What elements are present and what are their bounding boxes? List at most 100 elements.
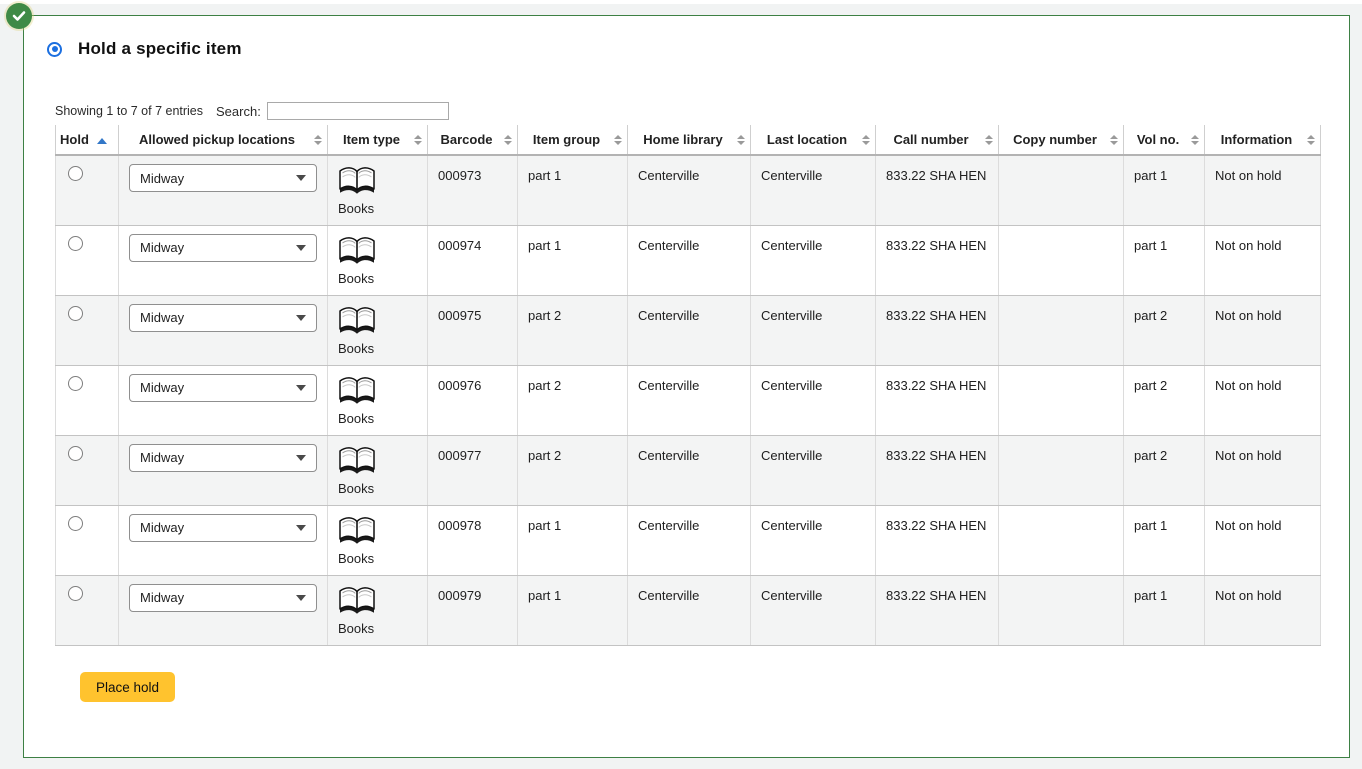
pickup-location-select[interactable]: Midway (129, 303, 317, 332)
call-number-cell: 833.22 SHA HEN (875, 295, 999, 366)
table-row: Midway Books 000974 part 1 Centerville Center… (55, 225, 1321, 296)
search-input[interactable] (266, 102, 449, 120)
chevron-down-icon (286, 305, 316, 331)
hold-cell (55, 365, 119, 436)
call-number-cell: 833.22 SHA HEN (875, 225, 999, 296)
column-label: Allowed pickup locations (138, 132, 296, 147)
last-location-cell: Centerville (750, 575, 876, 646)
pickup-location-select[interactable]: Midway (129, 164, 317, 192)
sort-both-icon (614, 134, 622, 145)
hold-item-radio[interactable] (68, 515, 83, 531)
hold-item-radio[interactable] (68, 445, 83, 461)
open-book-icon (338, 444, 417, 478)
table-row: Midway Books 000976 part 2 Centerville Center… (55, 365, 1321, 436)
last-location-cell: Centerville (750, 295, 876, 366)
sort-both-icon (1307, 134, 1315, 145)
pickup-location-value: Midway (140, 450, 185, 465)
page-top-strip (0, 0, 1362, 4)
place-hold-button[interactable]: Place hold (80, 672, 176, 702)
copy-number-cell (998, 365, 1124, 436)
table-header-row: Hold Allowed pickup locations Item type Bar… (55, 125, 1321, 156)
chevron-down-icon (286, 165, 316, 191)
item-type-label: Books (338, 480, 375, 496)
item-type-label: Books (338, 550, 375, 566)
column-label: Last location (766, 132, 848, 147)
pickup-location-select[interactable]: Midway (129, 373, 317, 402)
home-library-cell: Centerville (627, 155, 751, 226)
column-label: Barcode (440, 132, 493, 147)
information-cell: Not on hold (1204, 435, 1321, 506)
chevron-down-icon (286, 445, 316, 471)
page-title: Hold a specific item (78, 39, 242, 58)
column-header-barcode[interactable]: Barcode (427, 125, 518, 156)
column-header-callnumber[interactable]: Call number (875, 125, 999, 156)
pickup-location-cell: Midway (118, 435, 328, 506)
column-header-information[interactable]: Information (1204, 125, 1321, 156)
home-library-cell: Centerville (627, 225, 751, 296)
home-library-cell: Centerville (627, 435, 751, 506)
item-type-label: Books (338, 270, 375, 286)
hold-cell (55, 505, 119, 576)
information-cell: Not on hold (1204, 225, 1321, 296)
sort-both-icon (504, 134, 512, 145)
hold-item-radio[interactable] (68, 166, 83, 181)
column-label: Item group (532, 132, 601, 147)
hold-panel: Hold a specific item Showing 1 to 7 of 7… (23, 15, 1350, 758)
vol-no-cell: part 2 (1123, 435, 1205, 506)
column-header-volno[interactable]: Vol no. (1123, 125, 1205, 156)
item-type-cell: Books (327, 505, 428, 576)
hold-item-radio[interactable] (68, 305, 83, 321)
pickup-location-select[interactable]: Midway (129, 513, 317, 542)
item-group-cell: part 1 (517, 505, 628, 576)
pickup-location-select[interactable]: Midway (129, 443, 317, 472)
hold-specific-item-radio[interactable] (47, 41, 62, 57)
copy-number-cell (998, 225, 1124, 296)
copy-number-cell (998, 435, 1124, 506)
column-header-itemtype[interactable]: Item type (327, 125, 428, 156)
item-type-label: Books (338, 410, 375, 426)
sort-ascending-icon (96, 137, 107, 144)
item-type-label: Books (338, 201, 375, 216)
hold-cell (55, 435, 119, 506)
column-header-pickup[interactable]: Allowed pickup locations (118, 125, 328, 156)
column-header-copynumber[interactable]: Copy number (998, 125, 1124, 156)
item-group-cell: part 2 (517, 435, 628, 506)
pickup-location-select[interactable]: Midway (129, 233, 317, 262)
pickup-location-value: Midway (140, 380, 185, 395)
item-type-cell: Books (327, 435, 428, 506)
chevron-down-icon (286, 235, 316, 261)
pickup-location-select[interactable]: Midway (129, 583, 317, 612)
hold-item-radio[interactable] (68, 375, 83, 391)
call-number-cell: 833.22 SHA HEN (875, 155, 999, 226)
pickup-location-cell: Midway (118, 225, 328, 296)
hold-cell (55, 295, 119, 366)
barcode-cell: 000979 (427, 575, 518, 646)
home-library-cell: Centerville (627, 295, 751, 366)
copy-number-cell (998, 505, 1124, 576)
pickup-location-value: Midway (140, 170, 185, 186)
column-header-hold[interactable]: Hold (55, 125, 119, 156)
item-type-label: Books (338, 620, 375, 636)
barcode-cell: 000973 (427, 155, 518, 226)
open-book-icon (338, 514, 417, 548)
vol-no-cell: part 2 (1123, 365, 1205, 436)
item-group-cell: part 1 (517, 225, 628, 296)
hold-item-radio[interactable] (68, 585, 83, 601)
barcode-cell: 000975 (427, 295, 518, 366)
hold-cell (55, 155, 119, 226)
pickup-location-cell: Midway (118, 505, 328, 576)
hold-item-radio[interactable] (68, 235, 83, 251)
column-header-itemgroup[interactable]: Item group (517, 125, 628, 156)
information-cell: Not on hold (1204, 155, 1321, 226)
vol-no-cell: part 1 (1123, 505, 1205, 576)
pickup-location-value: Midway (140, 240, 185, 255)
pickup-location-cell: Midway (118, 575, 328, 646)
column-label: Home library (643, 132, 723, 147)
call-number-cell: 833.22 SHA HEN (875, 575, 999, 646)
vol-no-cell: part 1 (1123, 155, 1205, 226)
barcode-cell: 000976 (427, 365, 518, 436)
column-header-lastlocation[interactable]: Last location (750, 125, 876, 156)
column-header-homelibrary[interactable]: Home library (627, 125, 751, 156)
item-type-cell: Books (327, 365, 428, 436)
hold-cell (55, 225, 119, 296)
